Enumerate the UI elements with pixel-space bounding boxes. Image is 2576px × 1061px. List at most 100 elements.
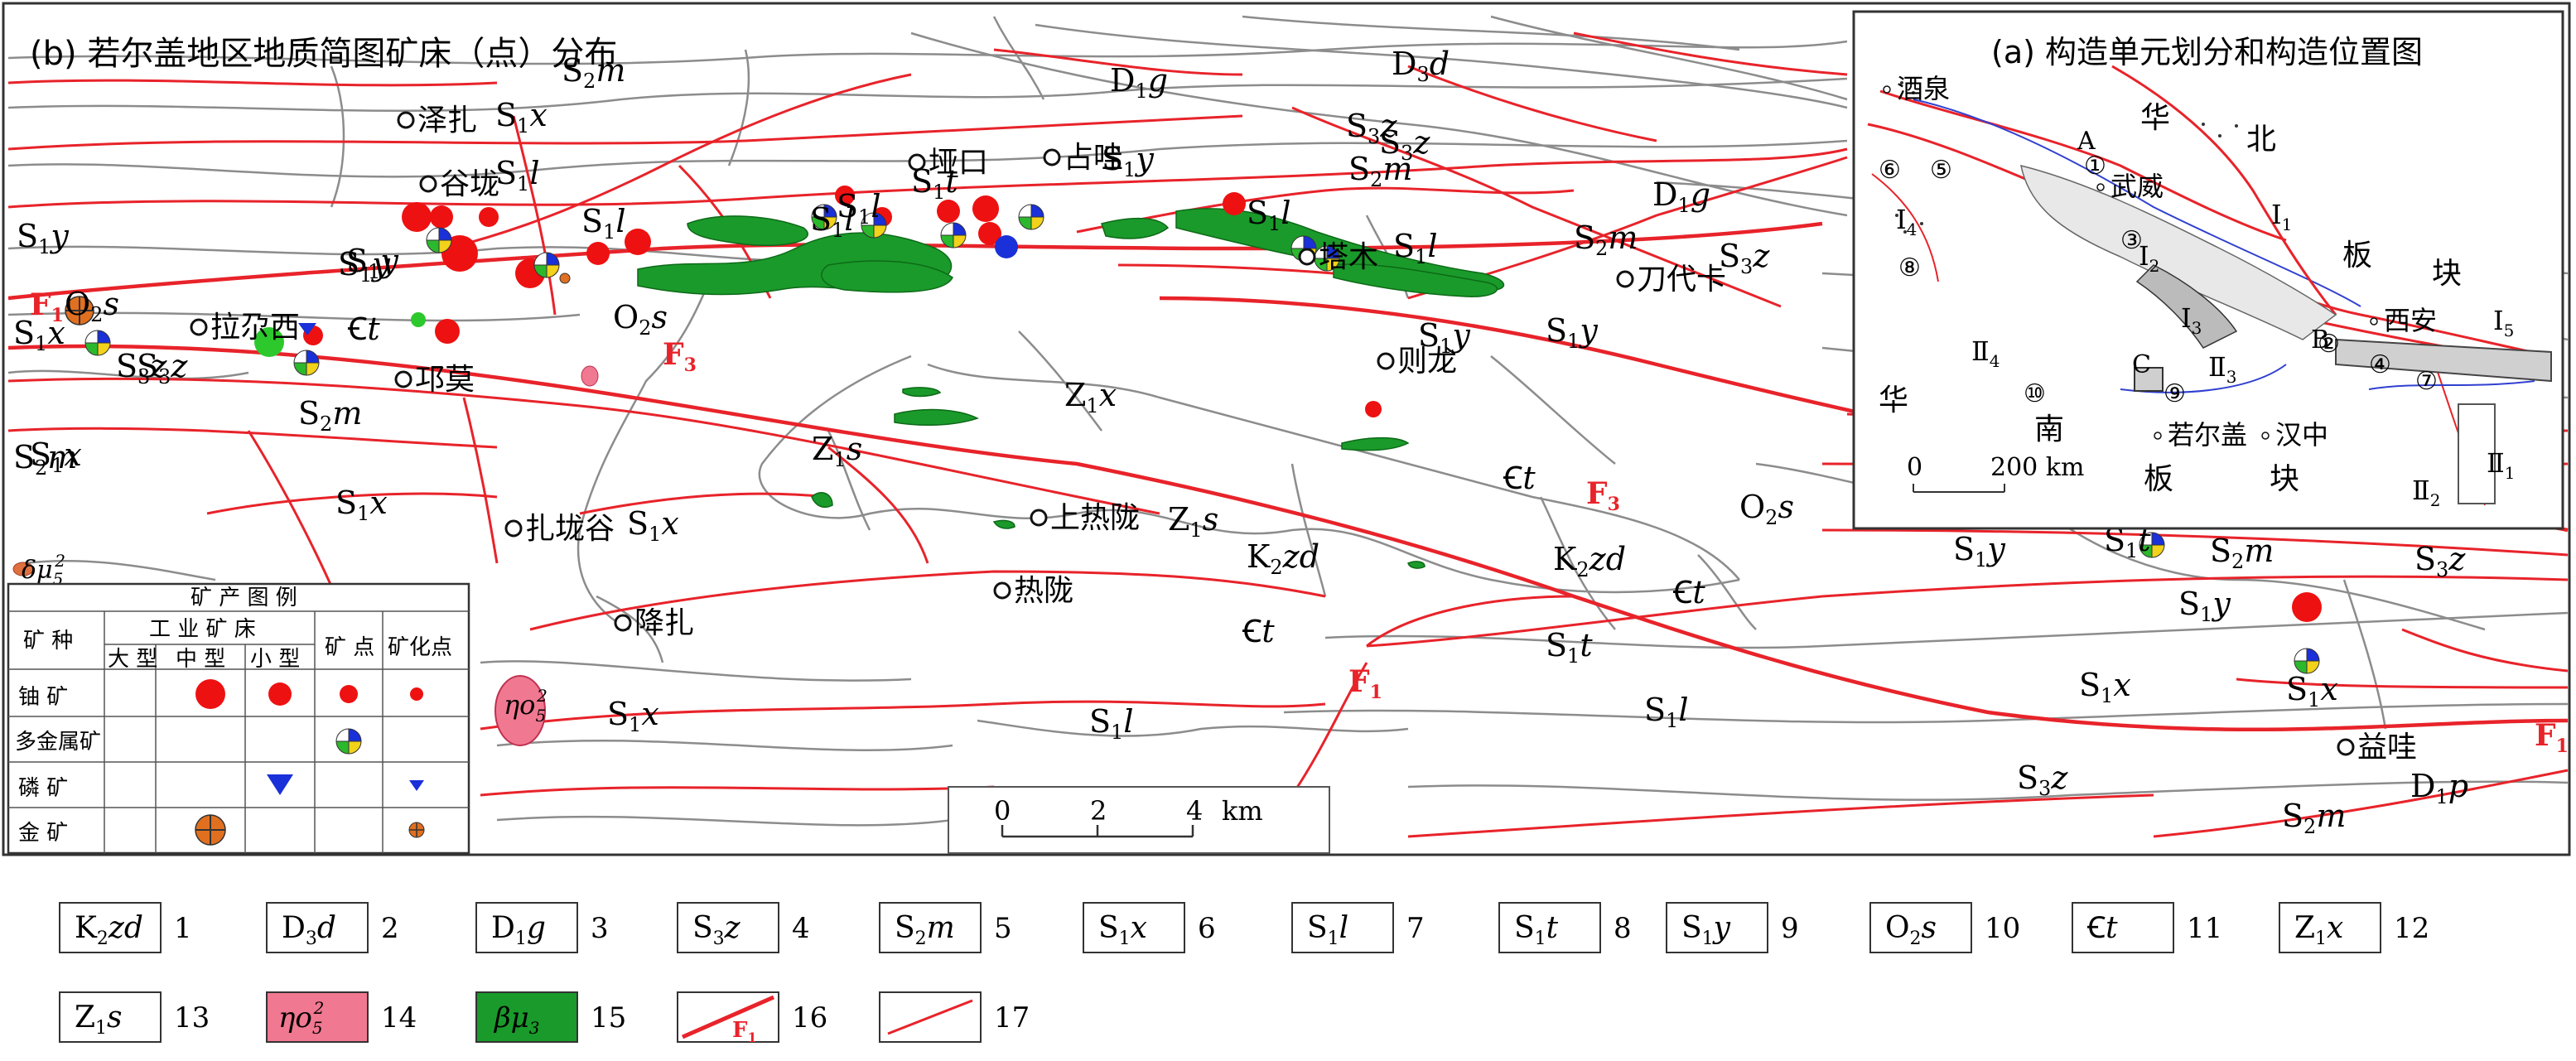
town-marker [908,153,926,171]
inset-place: 汉中 [2275,419,2328,451]
legend-swatch [2072,902,2174,953]
inset-unit-label: Ⅰ4 [1896,204,1917,239]
strata-label: S1y [2178,586,2231,626]
mineral-legend: 矿 产 图 例 矿 种 工 业 矿 床 大 型 中 型 小 型 矿 点 矿化点 … [7,582,470,855]
strata-legend-item: K2zd 1 [59,902,192,953]
uranium-small-deposit [978,222,1001,245]
strata-label: S2m [1574,219,1638,260]
strata-label: K2zd [1247,538,1319,579]
strata-legend-item: Z1x 12 [2279,902,2429,953]
header-small: 小 型 [250,647,300,672]
fault-label: F1 [2535,718,2569,757]
strata-label: S1y [17,218,69,258]
legend-swatch [475,991,578,1043]
strata-label: S1l [1644,692,1688,732]
legend-number: 14 [381,1001,417,1034]
uranium-small-deposit [1223,192,1246,215]
legend-number: 13 [174,1001,210,1034]
scale-bar: 0 2 4 km [948,786,1330,854]
strata-label: S1y [1546,312,1598,353]
strata-legend-item: S2m 5 [879,902,1012,953]
polymetal-occurrence-symbol [335,728,362,755]
inset-region-label: 块 [2432,257,2462,291]
inset-number: ④ [2369,350,2391,379]
inset-letter: B [2311,326,2329,354]
ruoergai-block [2134,367,2164,392]
inset-region-label: 块 [2270,462,2299,496]
legend-code: D1g [491,911,546,949]
legend-swatch [1083,902,1185,953]
polymetal-pie [1314,245,1340,272]
legend-number: 9 [1781,912,1799,945]
inset-number: ③ [2120,226,2143,255]
strata-legend-item: S1y 9 [1666,902,1799,953]
main-map-title: (b) 若尔盖地区地质简图矿床（点）分布 [30,35,617,73]
scale-tick-0: 0 [994,795,1011,827]
strata-legend-item: ηo52 14 [266,991,417,1043]
header-medium: 中 型 [176,647,225,672]
uranium-small-deposit [435,319,460,344]
legend-number: 3 [591,912,609,945]
place-name: 上热陇 [1050,501,1140,535]
inset-town-marker [2370,317,2378,326]
granite-body [494,675,546,746]
fault-labels: F1 F3 F3 F1 F1 [30,287,2569,757]
legend-code: Ꞓt [2086,911,2118,945]
scale-unit: km [1222,795,1263,827]
legend-code: O2s [1885,911,1937,949]
inset-scale-end: 200 km [1990,453,2084,482]
phosphorus-mineralization-symbol [409,780,424,791]
inset-scale-start: 0 [1907,453,1922,482]
legend-swatch [1869,902,1972,953]
inset-place: 酒泉 [1897,73,1950,104]
strata-legend-item: βμ3 15 [475,991,626,1043]
inset-place: 武威 [2110,171,2164,202]
legend-code: S1l [1307,911,1348,949]
strata-label: S1l [495,155,539,195]
strata-legend-item: 17 [879,991,1030,1043]
place-name: 邛莫 [415,363,475,397]
phosphorus-small-symbol [267,774,293,795]
strata-label: D1p [2410,768,2468,808]
uranium-small-deposit [430,205,453,229]
inset-number: ① [2084,152,2106,181]
inset-title: (a) 构造单元划分和构造位置图 [1991,34,2423,70]
inset-place: 西安 [2384,305,2437,336]
strata-label: S1x [607,696,659,736]
row-polymetal: 多金属矿 [15,730,101,755]
strata-label: S1x [13,315,65,355]
place-name: 刀代卡 [1637,263,1726,297]
strata-label: S2m [1348,151,1412,191]
strata-label: S2m [562,52,625,93]
legend-code: ηo52 [278,998,324,1038]
place-name: 则龙 [1397,345,1457,379]
strata-legend-item: S1t 8 [1498,902,1632,953]
strata-label: O2s [613,299,668,340]
place-name: 谷垅 [440,167,499,201]
legend-swatch [59,902,162,953]
gold-medium-symbol [195,814,226,846]
legend-fault-label: F1 [732,1018,757,1045]
strata-label: Z1s [1168,501,1218,542]
strata-label: S1x [30,436,82,477]
strata-legend-item: S1x 6 [1083,902,1216,953]
polymetal-pie [84,330,111,356]
header-mineral: 矿 种 [23,629,73,653]
strata-legend: K2zd 1 D3d 2 D1g 3 S3z 4 S2m 5 S1x 6 S1l 7 S1t 8 S1y 9 O2s… [59,902,2429,1045]
inset-unit-label: Ⅰ2 [2139,240,2159,276]
inset-town-marker [2261,432,2270,440]
vertical-hatched-block [2135,264,2238,349]
strata-label: Ꞓt [347,311,380,347]
strata-label: S1l [1247,195,1290,235]
legend-code: S3z [692,911,741,949]
inset-town-marker [2154,432,2162,440]
header-industrial: 工 业 矿 床 [149,617,256,642]
strata-label: S2m [2210,533,2274,573]
inset-town-marker [2096,183,2105,191]
strata-label: S1l [1089,703,1133,744]
town-marker [419,175,437,193]
scale-tick-4: 4 [1186,795,1203,827]
legend-number: 7 [1406,912,1425,945]
